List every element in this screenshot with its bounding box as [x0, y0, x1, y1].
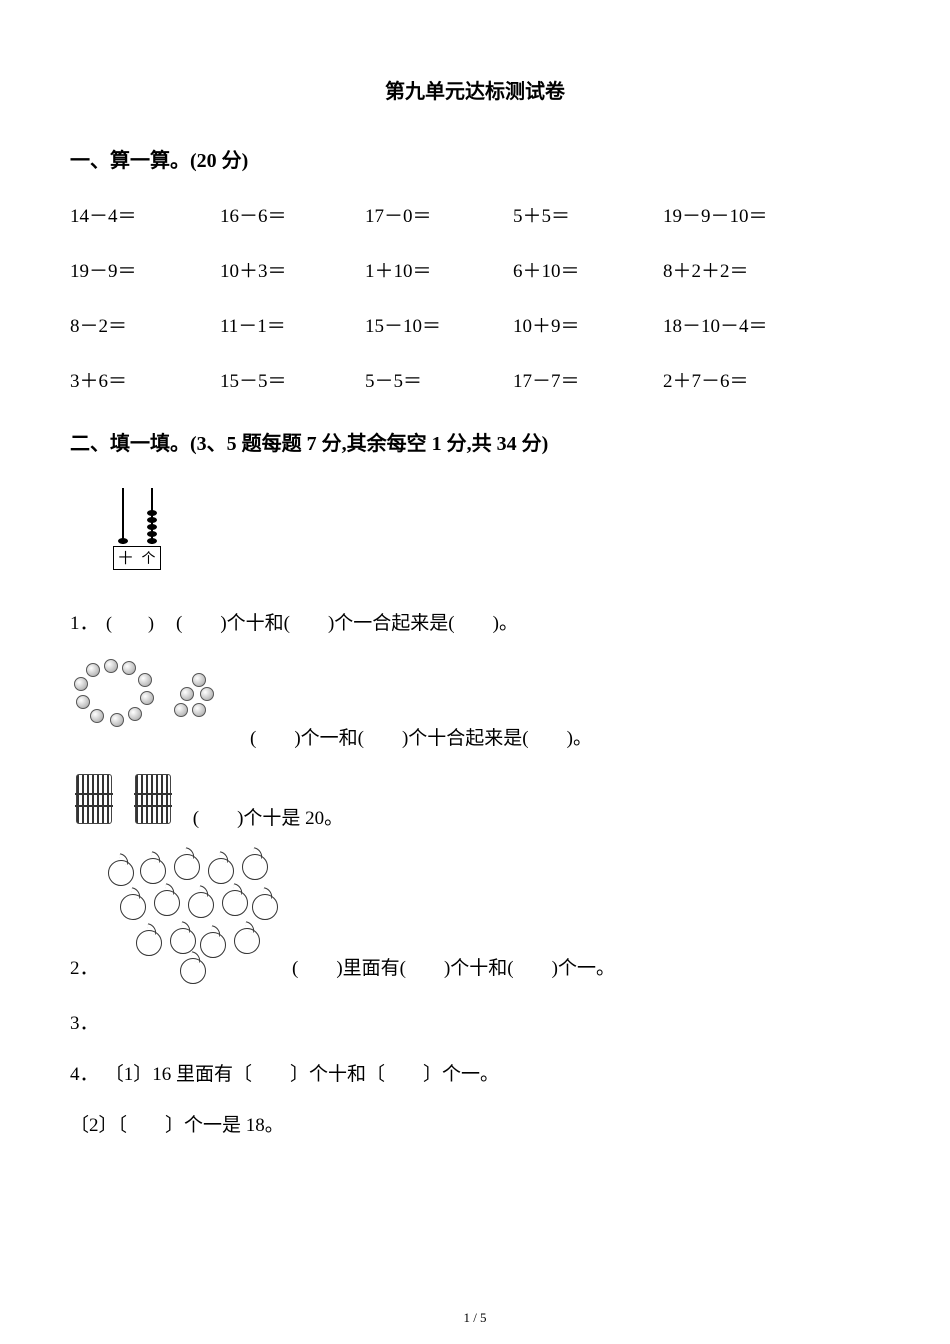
- calc-cell: 11－1＝: [220, 311, 365, 338]
- calc-cell: 5＋5＝: [513, 201, 663, 228]
- calc-cell: 5－5＝: [365, 366, 513, 393]
- calc-cell: 15－5＝: [220, 366, 365, 393]
- calc-cell: 15－10＝: [365, 311, 513, 338]
- calc-cell: 1＋10＝: [365, 256, 513, 283]
- q1-text-a: ( )个十和( )个一合起来是( )。: [176, 608, 518, 635]
- ab-label-ten: 十: [119, 548, 133, 568]
- q1-number: 1．: [70, 608, 100, 635]
- apples-icon: [100, 854, 280, 984]
- calc-cell: 19－9＝: [70, 256, 220, 283]
- calc-cell: 19－9－10＝: [663, 201, 880, 228]
- ab-label-one: 个: [142, 548, 156, 568]
- q2-text: ( )里面有( )个十和( )个一。: [292, 953, 615, 980]
- q1-text-c: ( )个十是 20。: [193, 803, 343, 830]
- calc-row: 3＋6＝ 15－5＝ 5－5＝ 17－7＝ 2＋7－6＝: [70, 366, 880, 393]
- calc-row: 8－2＝ 11－1＝ 15－10＝ 10＋9＝ 18－10－4＝: [70, 311, 880, 338]
- q4-text-2: 〔2〕〔 〕个一是 18。: [70, 1115, 284, 1136]
- q2-number: 2．: [70, 953, 100, 980]
- abacus-icon: 十 个: [80, 484, 190, 584]
- section-2-heading: 二、填一填。(3、5 题每题 7 分,其余每空 1 分,共 34 分): [70, 427, 880, 456]
- calc-cell: 10＋9＝: [513, 311, 663, 338]
- q4-text-1: 〔1〕16 里面有〔 〕个十和〔 〕个一。: [105, 1064, 499, 1085]
- bundle-icon: [76, 774, 189, 830]
- q1-row-c: ( )个十是 20。: [70, 774, 880, 830]
- calc-row: 19－9＝ 10＋3＝ 1＋10＝ 6＋10＝ 8＋2＋2＝: [70, 256, 880, 283]
- q4-line-1: 4． 〔1〕16 里面有〔 〕个十和〔 〕个一。: [70, 1059, 880, 1086]
- section-1-heading: 一、算一算。(20 分): [70, 144, 880, 173]
- calc-cell: 14－4＝: [70, 201, 220, 228]
- calc-cell: 17－7＝: [513, 366, 663, 393]
- q3-number: 3．: [70, 1008, 100, 1035]
- q1-row-b: [70, 659, 880, 729]
- paren-below: ( ): [100, 609, 160, 635]
- calc-cell: 8－2＝: [70, 311, 220, 338]
- q1-row-a: 十 个: [70, 484, 880, 584]
- calc-cell: 2＋7－6＝: [663, 366, 880, 393]
- calc-row: 14－4＝ 16－6＝ 17－0＝ 5＋5＝ 19－9－10＝: [70, 201, 880, 228]
- q3-row: 3．: [70, 1008, 880, 1035]
- fill-block: 十 个 1． ( ) ( )个十和( )个一合起来是( )。: [70, 484, 880, 1137]
- calc-cell: 10＋3＝: [220, 256, 365, 283]
- calc-cell: 18－10－4＝: [663, 311, 880, 338]
- calc-cell: 16－6＝: [220, 201, 365, 228]
- q4-number: 4．: [70, 1059, 100, 1086]
- page-title: 第九单元达标测试卷: [70, 75, 880, 104]
- calc-cell: 3＋6＝: [70, 366, 220, 393]
- calc-cell: 6＋10＝: [513, 256, 663, 283]
- page-number: 1 / 5: [0, 1310, 950, 1326]
- q2-row: 2． ( )里面有( )个十和( )个一。: [70, 854, 880, 984]
- q1-line-a: 1． ( ) ( )个十和( )个一合起来是( )。: [70, 608, 880, 635]
- q4-line-2: 〔2〕〔 〕个一是 18。: [70, 1110, 880, 1137]
- calc-cell: 8＋2＋2＝: [663, 256, 880, 283]
- balls-icon: [74, 659, 220, 729]
- page: 第九单元达标测试卷 一、算一算。(20 分) 14－4＝ 16－6＝ 17－0＝…: [0, 0, 950, 1344]
- calc-cell: 17－0＝: [365, 201, 513, 228]
- q1-text-b: ( )个一和( )个十合起来是( )。: [250, 728, 592, 749]
